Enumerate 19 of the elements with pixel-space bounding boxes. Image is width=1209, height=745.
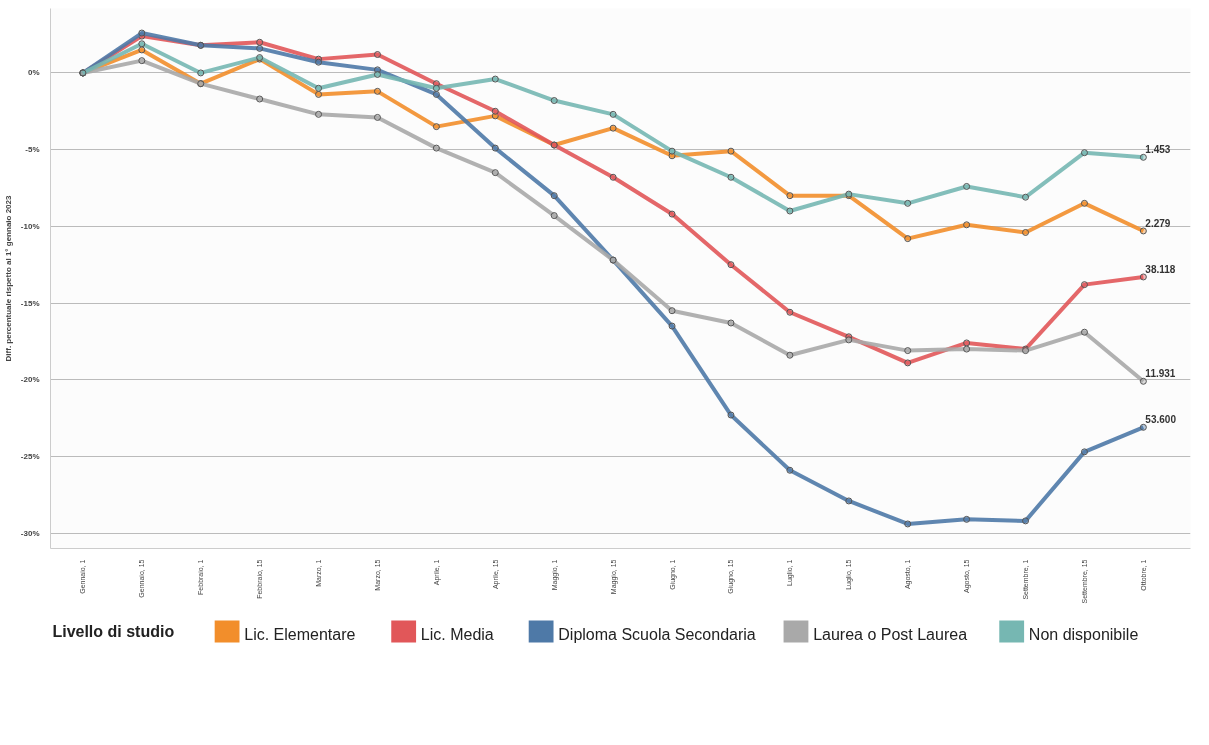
y-tick-label: -30% [20,528,40,538]
y-tick-label: -10% [20,221,40,231]
annotation: 38.118 [1145,263,1176,275]
y-axis-title: Diff. percentuale rispetto al 1° gennaio 2023 [3,194,13,362]
legend-label: Lic. Elementare [244,626,356,643]
legend-title: Livello di studio [52,623,175,640]
annotation: 11.931 [1145,368,1176,380]
y-tick-label: 0% [27,68,40,78]
legend-label: Laurea o Post Laurea [813,626,968,643]
y-tick-label: -5% [25,145,40,155]
legend-label: Non disponibile [1028,626,1139,643]
annotation: 2.279 [1145,217,1171,229]
y-tick-label: -15% [20,298,40,308]
legend-label: Lic. Media [420,626,494,643]
y-tick-label: -25% [20,451,40,461]
annotation: 53.600 [1145,414,1177,426]
y-tick-label: -20% [20,375,40,385]
annotation: 1.453 [1145,144,1171,156]
legend-label: Diploma Scuola Secondaria [558,626,756,643]
